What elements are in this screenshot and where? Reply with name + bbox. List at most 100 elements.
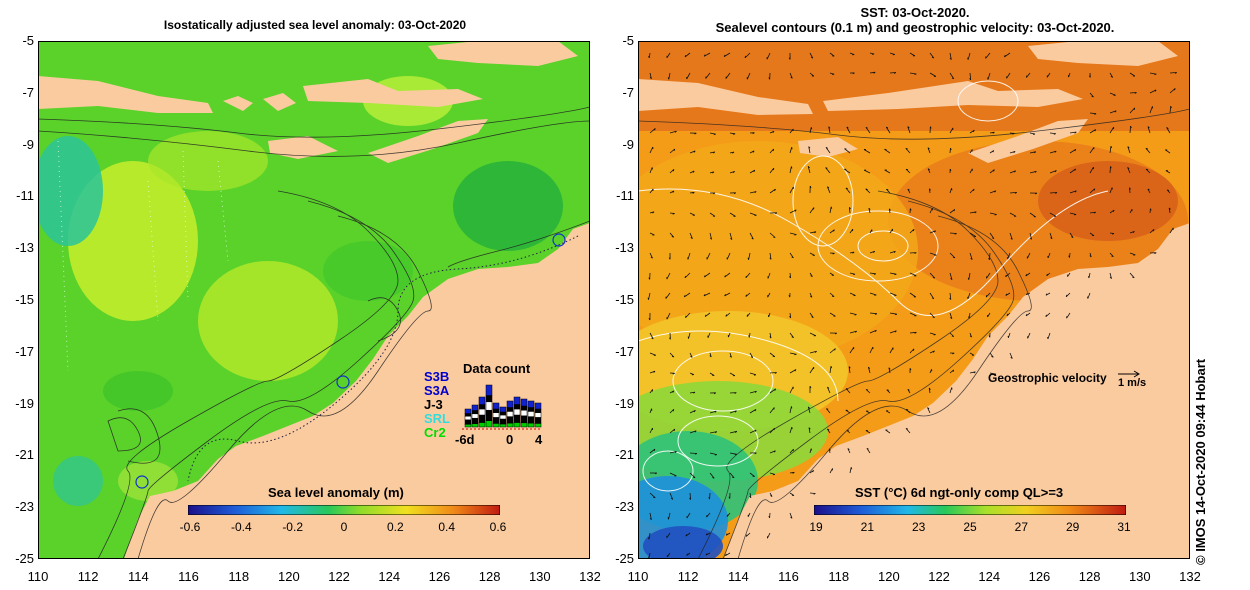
- velocity-arrow: [724, 272, 731, 278]
- velocity-arrow-head: [913, 348, 915, 351]
- velocity-arrow-head: [968, 316, 970, 319]
- velocity-arrow: [709, 232, 712, 240]
- velocity-arrow: [1049, 150, 1057, 154]
- velocity-arrow: [846, 126, 851, 134]
- velocity-arrow-head: [1029, 237, 1032, 240]
- velocity-arrow-head: [828, 448, 831, 451]
- velocity-arrow-head: [685, 534, 688, 537]
- velocity-arrow: [1127, 167, 1131, 174]
- data-count-bar-segment: [492, 417, 500, 424]
- velocity-arrow: [745, 292, 751, 297]
- velocity-arrow: [789, 147, 793, 154]
- velocity-arrow: [705, 72, 711, 79]
- velocity-arrow: [809, 231, 817, 234]
- velocity-arrow-head: [1112, 233, 1115, 235]
- velocity-arrow: [1127, 146, 1131, 154]
- sla-colorbar-tick: -0.4: [230, 520, 252, 534]
- velocity-arrow: [949, 72, 955, 80]
- velocity-arrow: [985, 292, 991, 298]
- velocity-arrow: [929, 230, 936, 234]
- velocity-arrow: [1009, 352, 1013, 359]
- velocity-arrow-head: [694, 453, 698, 455]
- velocity-arrow: [789, 252, 794, 259]
- left-lon-tick: 110: [27, 569, 49, 584]
- left-lat-tick: -25: [15, 551, 34, 566]
- velocity-arrow-head: [811, 316, 814, 318]
- velocity-arrow-head: [1110, 166, 1112, 169]
- velocity-arrow: [704, 312, 711, 317]
- velocity-arrow-head: [714, 431, 718, 434]
- right-lon-tick: 112: [677, 569, 699, 584]
- velocity-arrow: [1168, 207, 1171, 214]
- bathymetry-contours: [638, 108, 1190, 559]
- left-lon-tick: 112: [77, 569, 99, 584]
- tide-gauge-marker: [135, 475, 149, 489]
- velocity-arrow-head: [1074, 131, 1077, 134]
- velocity-arrow-head: [1168, 207, 1171, 210]
- velocity-arrow: [886, 188, 891, 194]
- velocity-arrow: [769, 167, 775, 174]
- velocity-arrow-head: [747, 257, 749, 260]
- geostrophic-velocity-arrows: [647, 52, 1177, 559]
- velocity-arrow-head: [852, 72, 855, 75]
- velocity-arrow: [1008, 332, 1011, 338]
- velocity-arrow: [889, 312, 897, 315]
- velocity-arrow: [844, 168, 851, 174]
- velocity-arrow: [669, 232, 675, 238]
- data-count-bar-segment: [513, 422, 521, 428]
- data-count-bar-segment: [492, 408, 500, 413]
- velocity-arrow-head: [949, 57, 952, 60]
- velocity-arrow-head: [932, 316, 935, 318]
- data-count-tick: -6d: [455, 432, 475, 447]
- velocity-arrow-head: [694, 132, 697, 135]
- velocity-arrow: [869, 329, 877, 334]
- data-count-bar-segment: [485, 395, 493, 403]
- data-count-bar-segment: [492, 423, 500, 428]
- velocity-arrow-head: [713, 151, 716, 154]
- velocity-arrow-head: [932, 350, 935, 353]
- velocity-arrow-head: [772, 474, 775, 476]
- velocity-arrow-head: [729, 355, 732, 358]
- velocity-arrow: [969, 232, 977, 237]
- velocity-arrow-head: [1034, 151, 1037, 154]
- left-lat-tick: -13: [15, 240, 34, 256]
- velocity-arrow: [1129, 92, 1137, 94]
- velocity-arrow: [989, 169, 995, 174]
- velocity-arrow-head: [993, 373, 997, 376]
- velocity-arrow: [809, 312, 814, 318]
- timor-island: [368, 119, 488, 163]
- right-lat-tick: -19: [615, 395, 634, 411]
- data-count-bar-segment: [485, 401, 493, 411]
- velocity-arrow-head: [754, 390, 757, 393]
- velocity-arrow-head: [993, 169, 995, 172]
- velocity-arrow: [669, 169, 675, 174]
- velocity-arrow: [1129, 72, 1136, 77]
- velocity-arrow-head: [773, 428, 775, 431]
- velocity-arrow-head: [1145, 168, 1149, 171]
- velocity-arrow-head: [751, 237, 754, 240]
- velocity-arrow: [666, 52, 671, 59]
- velocity-arrow: [669, 428, 676, 434]
- velocity-arrow: [669, 409, 675, 414]
- velocity-arrow-head: [651, 337, 654, 340]
- velocity-arrow: [989, 352, 994, 358]
- velocity-arrow-head: [648, 277, 651, 280]
- right-lat-tick: -9: [622, 136, 634, 152]
- velocity-arrow: [949, 127, 954, 134]
- velocity-arrow: [1069, 148, 1077, 154]
- velocity-arrow: [689, 212, 695, 216]
- velocity-arrow: [649, 427, 653, 434]
- velocity-arrow-head: [724, 275, 726, 278]
- data-count-bar-segment: [513, 408, 521, 416]
- velocity-arrow: [749, 169, 756, 174]
- velocity-arrow-head: [1054, 150, 1057, 153]
- velocity-arrow-head: [832, 252, 835, 255]
- velocity-arrow-head: [791, 336, 794, 338]
- velocity-arrow-head: [810, 127, 813, 130]
- velocity-arrow-head: [1025, 292, 1028, 296]
- velocity-arrow: [649, 512, 652, 520]
- velocity-arrow: [709, 472, 715, 479]
- velocity-arrow: [1109, 126, 1115, 134]
- velocity-arrow-head: [828, 126, 831, 129]
- velocity-arrow: [848, 366, 851, 374]
